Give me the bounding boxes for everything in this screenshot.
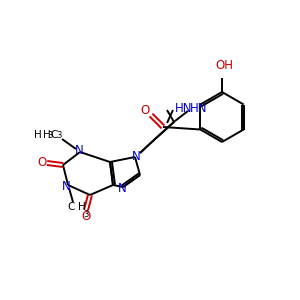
- Text: H: H: [78, 202, 86, 212]
- Text: O: O: [38, 157, 46, 169]
- Text: H: H: [34, 130, 42, 140]
- Text: HN: HN: [175, 101, 193, 115]
- Text: O: O: [81, 209, 91, 223]
- Text: C: C: [50, 130, 57, 140]
- Text: 3: 3: [47, 130, 52, 140]
- Text: N: N: [118, 182, 126, 194]
- Text: HN: HN: [190, 103, 208, 116]
- Text: H: H: [43, 130, 51, 140]
- Text: O: O: [140, 103, 150, 116]
- Text: N: N: [61, 179, 70, 193]
- Text: N: N: [75, 145, 83, 158]
- Text: 3: 3: [56, 130, 62, 140]
- Text: C: C: [67, 202, 75, 212]
- Text: N: N: [132, 149, 140, 163]
- Text: OH: OH: [215, 59, 233, 72]
- Text: 3: 3: [83, 210, 88, 219]
